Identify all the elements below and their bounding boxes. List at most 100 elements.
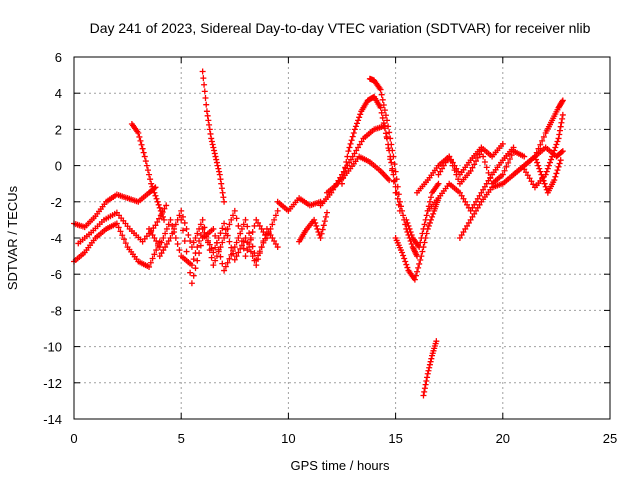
- data-point: [423, 382, 429, 388]
- data-point: [148, 181, 154, 187]
- data-point: [379, 92, 385, 98]
- y-tick-label: 0: [55, 159, 62, 174]
- data-point: [250, 229, 256, 235]
- data-point: [185, 232, 191, 238]
- data-point: [547, 160, 553, 166]
- data-point: [428, 217, 434, 223]
- data-point: [415, 265, 421, 271]
- data-point: [175, 241, 181, 247]
- series-track-d: [129, 121, 167, 223]
- data-point: [154, 196, 160, 202]
- data-point: [427, 220, 433, 226]
- data-point: [234, 215, 240, 221]
- data-point: [205, 117, 211, 123]
- data-point: [147, 176, 153, 182]
- data-point: [553, 170, 559, 176]
- data-point: [213, 157, 219, 163]
- data-point: [429, 214, 435, 220]
- data-point: [203, 102, 209, 108]
- data-point: [383, 130, 389, 136]
- data-point: [380, 97, 386, 103]
- x-axis: 0 5 10 15 20 25: [70, 57, 617, 446]
- data-point: [144, 163, 150, 169]
- data-point: [251, 223, 257, 229]
- data-point: [349, 137, 355, 143]
- data-point: [214, 160, 220, 166]
- data-point: [534, 160, 540, 166]
- data-point: [235, 223, 241, 229]
- data-point: [207, 126, 213, 132]
- data-point: [430, 211, 436, 217]
- data-point: [403, 262, 409, 268]
- data-point: [209, 138, 215, 144]
- data-point: [401, 256, 407, 262]
- x-tick-label: 15: [388, 431, 402, 446]
- data-point: [157, 205, 163, 211]
- data-point: [205, 113, 211, 119]
- y-tick-label: -2: [50, 195, 62, 210]
- data-point: [557, 160, 563, 166]
- data-point: [559, 116, 565, 122]
- data-point: [426, 365, 432, 371]
- data-point: [219, 261, 225, 267]
- data-point: [400, 212, 406, 218]
- data-point: [136, 134, 142, 140]
- data-point: [482, 159, 488, 165]
- data-point: [419, 230, 425, 236]
- series-track-h: [200, 68, 227, 204]
- data-point: [209, 255, 215, 261]
- data-point: [192, 265, 198, 271]
- data-point: [217, 172, 223, 178]
- data-point: [318, 235, 324, 241]
- data-point: [554, 138, 560, 144]
- data-point: [220, 194, 226, 200]
- data-point: [558, 157, 564, 163]
- x-tick-label: 10: [281, 431, 295, 446]
- data-point: [137, 138, 143, 144]
- data-point: [552, 174, 558, 180]
- x-tick-label: 20: [496, 431, 510, 446]
- y-tick-label: 4: [55, 86, 62, 101]
- y-tick-label: -8: [50, 303, 62, 318]
- data-point: [220, 190, 226, 196]
- data-point: [215, 166, 221, 172]
- data-point: [139, 142, 145, 148]
- data-point: [548, 157, 554, 163]
- x-tick-label: 0: [70, 431, 77, 446]
- series-track-q: [420, 338, 439, 398]
- data-point: [344, 154, 350, 160]
- data-point: [535, 163, 541, 169]
- data-point: [556, 132, 562, 138]
- data-point: [213, 154, 219, 160]
- data-point: [427, 362, 433, 368]
- y-tick-label: 6: [55, 50, 62, 65]
- data-point: [355, 117, 361, 123]
- y-tick-label: -4: [50, 231, 62, 246]
- data-point: [211, 148, 217, 154]
- data-point: [216, 169, 222, 175]
- data-point: [161, 217, 167, 223]
- x-tick-label: 5: [178, 431, 185, 446]
- data-point: [558, 124, 564, 130]
- data-point: [536, 166, 542, 172]
- data-point: [146, 172, 152, 178]
- data-point: [356, 114, 362, 120]
- data-point: [354, 120, 360, 126]
- sdtvar-chart: 0 5 10 15 20 25 6420-2-4-6-8-10-12-14 Day 241…: [0, 0, 640, 480]
- data-point: [348, 141, 354, 147]
- data-point: [208, 131, 214, 137]
- data-point: [200, 75, 206, 81]
- data-point: [141, 150, 147, 156]
- data-point: [140, 146, 146, 152]
- data-point: [243, 253, 249, 259]
- data-point: [184, 249, 190, 255]
- data-point: [218, 254, 224, 260]
- x-tick-label: 25: [603, 431, 617, 446]
- chart-title: Day 241 of 2023, Sidereal Day-to-day VTE…: [90, 20, 591, 36]
- data-point: [544, 169, 550, 175]
- series-track-j: [296, 210, 330, 245]
- data-point: [428, 194, 434, 200]
- data-point: [219, 185, 225, 191]
- data-point: [350, 134, 356, 140]
- data-point: [560, 112, 566, 118]
